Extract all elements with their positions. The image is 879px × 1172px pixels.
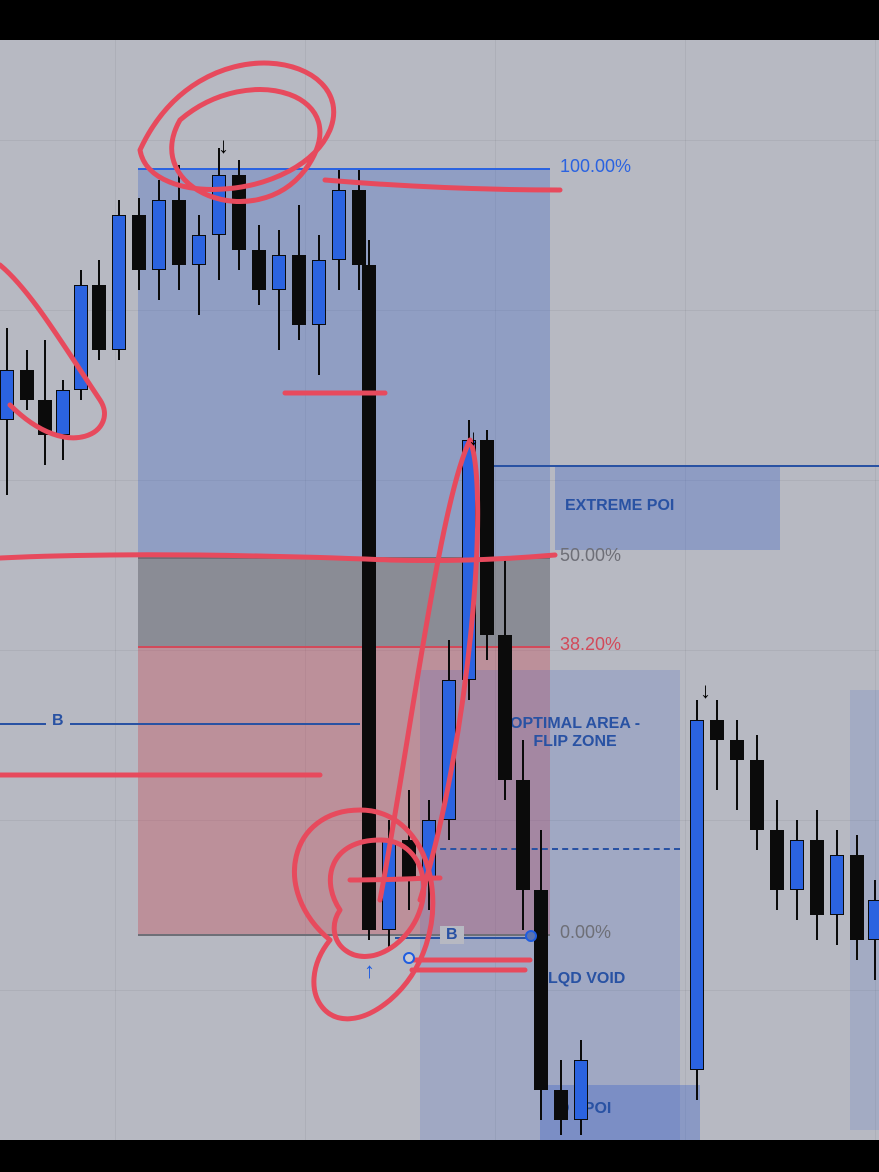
candle xyxy=(152,40,166,1140)
candle xyxy=(554,40,568,1140)
chart-viewport[interactable]: 100.00%50.00%38.20%0.00% BB EXTREME POIO… xyxy=(0,40,879,1140)
fib-label: 50.00% xyxy=(560,545,621,566)
circle-1 xyxy=(403,952,415,964)
fib-label: 38.20% xyxy=(560,634,621,655)
fib-label: 100.00% xyxy=(560,156,631,177)
candle xyxy=(868,40,879,1140)
candle xyxy=(20,40,34,1140)
candle xyxy=(192,40,206,1140)
candle xyxy=(534,40,548,1140)
candle xyxy=(810,40,824,1140)
candle xyxy=(92,40,106,1140)
candle xyxy=(112,40,126,1140)
candle xyxy=(38,40,52,1140)
candle xyxy=(212,40,226,1140)
grid-vline xyxy=(685,40,686,1140)
arrow-down-1: ↓ xyxy=(218,135,229,157)
candle xyxy=(382,40,396,1140)
candle xyxy=(442,40,456,1140)
candle xyxy=(332,40,346,1140)
candle xyxy=(574,40,588,1140)
candle xyxy=(172,40,186,1140)
candle xyxy=(850,40,864,1140)
candle xyxy=(292,40,306,1140)
candle xyxy=(232,40,246,1140)
arrow-up-blue: ↑ xyxy=(364,960,375,982)
candle xyxy=(750,40,764,1140)
arrow-down-2: ↓ xyxy=(468,427,479,449)
arrow-down-3: ↓ xyxy=(700,680,711,702)
candle xyxy=(516,40,530,1140)
candle xyxy=(690,40,704,1140)
candle xyxy=(0,40,14,1140)
candle xyxy=(312,40,326,1140)
circle-2 xyxy=(525,930,537,942)
candle xyxy=(422,40,436,1140)
candle xyxy=(790,40,804,1140)
candle xyxy=(770,40,784,1140)
candle xyxy=(74,40,88,1140)
candle xyxy=(498,40,512,1140)
candle xyxy=(462,40,476,1140)
candle xyxy=(480,40,494,1140)
candle xyxy=(830,40,844,1140)
candle xyxy=(252,40,266,1140)
scribble-path xyxy=(0,265,104,438)
candle xyxy=(730,40,744,1140)
candle xyxy=(272,40,286,1140)
candle xyxy=(710,40,724,1140)
candle xyxy=(132,40,146,1140)
candle xyxy=(402,40,416,1140)
candle xyxy=(56,40,70,1140)
